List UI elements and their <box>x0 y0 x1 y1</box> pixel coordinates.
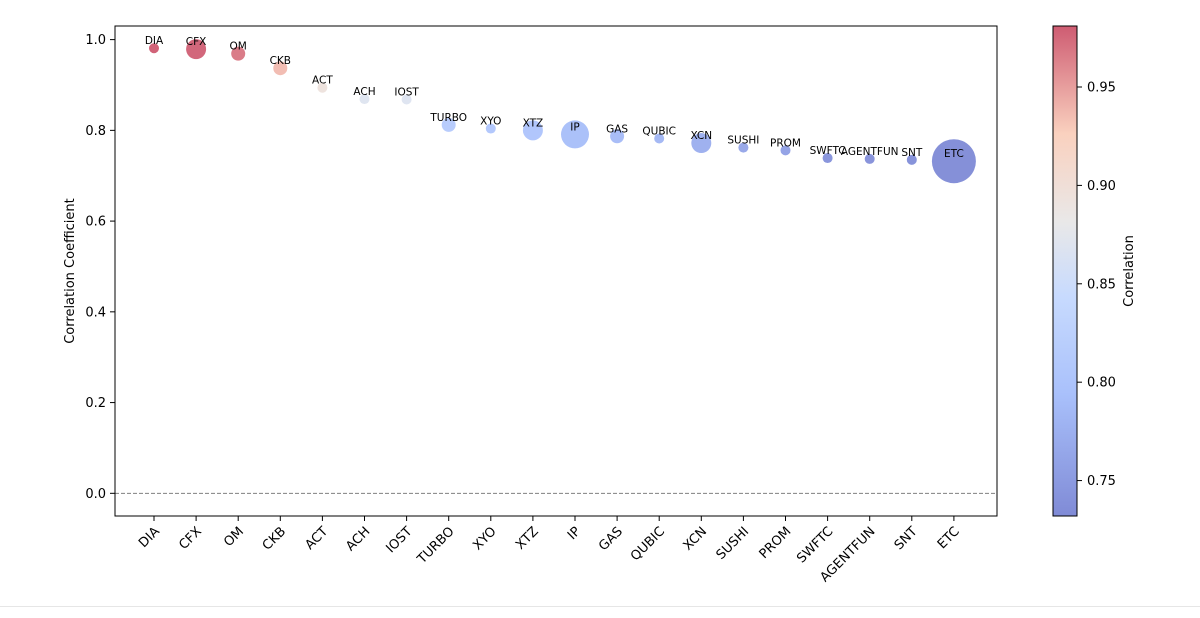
x-tick-label: ACH <box>343 524 373 554</box>
point-label-ckb: CKB <box>270 55 291 67</box>
point-label-swftc: SWFTC <box>810 145 846 157</box>
point-label-agentfun: AGENTFUN <box>841 146 899 158</box>
x-tick-label: ACT <box>302 524 331 553</box>
data-point-ckb <box>273 61 288 76</box>
data-point-xcn <box>691 133 712 154</box>
colorbar-tick-label: 0.85 <box>1087 277 1116 292</box>
point-label-xcn: XCN <box>690 130 712 142</box>
x-tick-label: XYO <box>470 524 499 553</box>
point-labels: DIA CFX OM CKB ACT ACH IOST TURBO XYO XTZ IP GAS QUB… <box>145 35 964 160</box>
point-label-iost: IOST <box>394 87 419 99</box>
y-tick-label: 0.8 <box>85 124 106 139</box>
point-label-xyo: XYO <box>480 116 501 128</box>
x-tick-label: SUSHI <box>714 524 753 563</box>
colorbar <box>1053 26 1077 516</box>
plot-frame <box>114 25 998 517</box>
data-point-turbo <box>441 117 456 132</box>
data-point-snt <box>906 154 917 165</box>
x-tick-label: CFX <box>176 524 205 553</box>
data-point-prom <box>780 145 791 156</box>
data-point-gas <box>610 129 625 144</box>
colorbar-tick-label: 0.75 <box>1087 474 1116 489</box>
point-label-etc: ETC <box>944 148 964 160</box>
data-point-dia <box>149 43 159 54</box>
y-tick-label: 0.2 <box>85 396 106 411</box>
x-tick-label: OM <box>221 524 247 550</box>
data-point-xyo <box>485 123 496 134</box>
x-tick-label: IP <box>565 524 584 543</box>
data-point-iost <box>401 94 412 105</box>
point-label-gas: GAS <box>606 123 628 135</box>
data-point-qubic <box>654 133 665 144</box>
point-label-prom: PROM <box>770 137 801 149</box>
x-tick-label: ETC <box>935 524 963 552</box>
point-label-dia: DIA <box>145 35 164 47</box>
data-point-ip <box>561 120 589 149</box>
data-point-etc <box>931 139 976 184</box>
x-tick-label: GAS <box>596 524 626 554</box>
data-points <box>149 39 976 184</box>
point-label-ip: IP <box>570 121 579 133</box>
x-tick-label: IOST <box>383 524 415 556</box>
point-label-qubic: QUBIC <box>642 126 676 138</box>
point-label-om: OM <box>230 41 247 53</box>
colorbar-label: Correlation <box>1122 235 1137 307</box>
y-tick-label: 0.6 <box>85 215 106 230</box>
y-tick-label: 1.0 <box>85 33 106 48</box>
y-tick-label: 0.0 <box>85 487 106 502</box>
data-point-om <box>231 46 246 61</box>
colorbar-tick-label: 0.80 <box>1087 376 1116 391</box>
data-point-xtz <box>522 120 543 141</box>
bottom-divider <box>0 606 1200 607</box>
x-tick-label: CKB <box>260 524 289 553</box>
x-tick-label: XCN <box>681 524 711 554</box>
colorbar-tick-label: 0.95 <box>1087 81 1116 96</box>
data-point-agentfun <box>864 153 875 164</box>
x-tick-label: QUBIC <box>628 524 668 564</box>
x-tick-label: PROM <box>757 524 795 562</box>
y-axis-ticks: 0.0 0.2 0.4 0.6 0.8 1.0 <box>85 33 115 502</box>
x-tick-label: TURBO <box>414 524 457 567</box>
colorbar-tick-label: 0.90 <box>1087 179 1116 194</box>
y-axis-label: Correlation Coefficient <box>63 198 78 344</box>
data-point-swftc <box>822 153 833 164</box>
point-label-xtz: XTZ <box>523 117 544 129</box>
point-label-sushi: SUSHI <box>727 135 759 147</box>
x-tick-label: SNT <box>892 524 921 553</box>
data-point-act <box>317 82 328 93</box>
y-tick-label: 0.4 <box>85 305 106 320</box>
point-label-ach: ACH <box>353 86 375 98</box>
x-tick-label: DIA <box>136 524 163 551</box>
point-label-turbo: TURBO <box>429 112 467 124</box>
x-axis-ticks: DIA CFX OM CKB ACT ACH IOST TURBO XYO XTZ IP GAS QUB… <box>136 516 963 585</box>
data-point-sushi <box>738 142 749 153</box>
data-point-ach <box>359 94 370 105</box>
x-tick-label: SWFTC <box>794 524 836 566</box>
data-point-cfx <box>186 39 207 60</box>
point-label-snt: SNT <box>901 147 923 159</box>
point-label-cfx: CFX <box>186 36 207 48</box>
point-label-act: ACT <box>312 75 333 87</box>
colorbar-ticks: 0.75 0.80 0.85 0.90 0.95 <box>1077 81 1116 489</box>
x-tick-label: XTZ <box>513 524 542 553</box>
colorbar-frame <box>1052 25 1078 517</box>
